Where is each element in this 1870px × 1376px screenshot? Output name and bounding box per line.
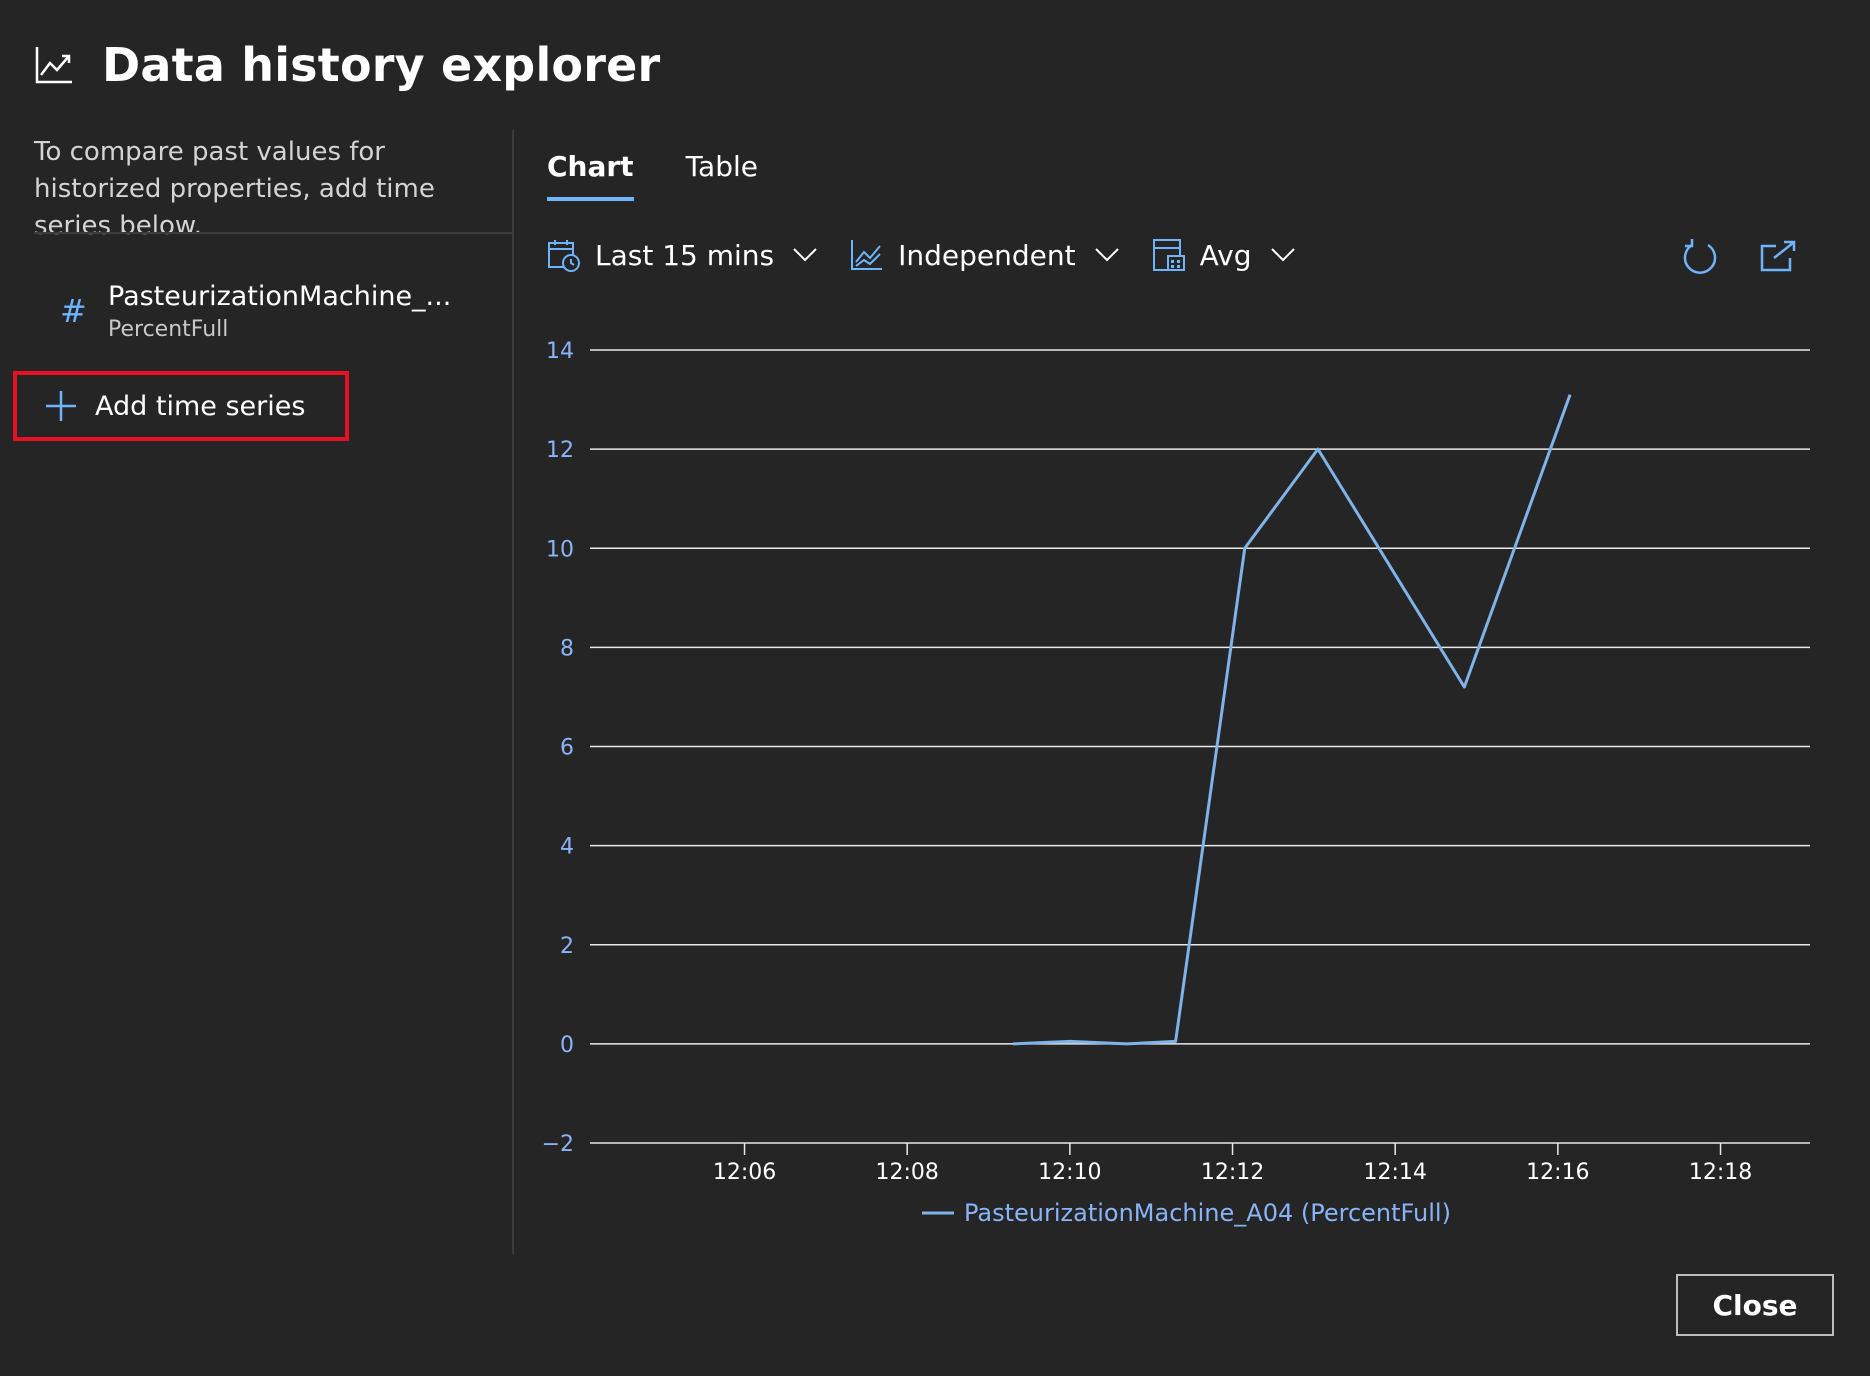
y-tick-label: 2	[560, 934, 574, 959]
axis-mode-label: Independent	[898, 238, 1076, 272]
tab-chart[interactable]: Chart	[547, 150, 634, 201]
y-tick-label: −2	[542, 1132, 574, 1157]
y-tick-label: 8	[560, 636, 574, 661]
panel-description: To compare past values for historized pr…	[34, 137, 435, 241]
line-chart-icon	[35, 47, 72, 84]
chart-series	[1012, 394, 1572, 1046]
series-name: PasteurizationMachine_...	[108, 281, 452, 312]
chart-legend[interactable]: PasteurizationMachine_A04 (PercentFull)	[922, 1199, 1451, 1227]
axis-mode-dropdown[interactable]: Independent	[850, 238, 1119, 272]
series-line[interactable]	[1012, 394, 1572, 1046]
series-property: PercentFull	[108, 317, 229, 342]
y-tick-label: 6	[560, 736, 574, 761]
chevron-down-icon	[1270, 248, 1295, 262]
calculator-icon	[1152, 239, 1185, 271]
y-tick-label: 10	[546, 537, 574, 562]
y-axis-ticks: 14 12 10 8 6 4 2 0 −2	[542, 339, 574, 1157]
dialog-header: Data history explorer	[34, 38, 660, 92]
left-panel: To compare past values for historized pr…	[0, 130, 514, 1254]
x-tick-label: 12:06	[713, 1160, 776, 1185]
view-tabs: Chart Table	[547, 150, 810, 201]
aggregation-label: Avg	[1199, 238, 1252, 272]
add-time-series-label: Add time series	[95, 390, 306, 422]
divider	[34, 232, 512, 234]
chevron-down-icon	[793, 248, 817, 262]
popout-icon[interactable]	[1760, 240, 1796, 272]
multi-line-chart-icon	[851, 240, 883, 270]
calendar-clock-icon	[548, 240, 580, 272]
y-tick-label: 4	[560, 835, 574, 860]
add-time-series-button[interactable]: Add time series	[13, 371, 349, 441]
x-tick-label: 12:14	[1363, 1160, 1426, 1185]
y-tick-label: 14	[546, 339, 574, 364]
chart-gridlines	[590, 349, 1810, 1144]
x-tick-label: 12:08	[875, 1160, 938, 1185]
y-tick-label: 0	[560, 1033, 574, 1058]
y-tick-label: 12	[546, 438, 574, 463]
x-tick-label: 12:12	[1201, 1160, 1264, 1185]
refresh-icon[interactable]	[1680, 237, 1720, 277]
close-button[interactable]: Close	[1676, 1274, 1834, 1336]
plus-icon	[46, 391, 76, 421]
hash-icon: #	[60, 292, 87, 330]
time-range-dropdown[interactable]: Last 15 mins	[547, 238, 818, 272]
aggregation-dropdown[interactable]: Avg	[1152, 238, 1296, 272]
time-range-label: Last 15 mins	[595, 238, 775, 272]
x-tick-label: 12:10	[1038, 1160, 1101, 1185]
tab-table[interactable]: Table	[685, 150, 758, 183]
x-axis-ticks: 12:06 12:08 12:10 12:12 12:14 12:16 12:18	[713, 1143, 1752, 1185]
series-item[interactable]: # PasteurizationMachine_... PercentFull	[60, 280, 451, 346]
legend-label: PasteurizationMachine_A04 (PercentFull)	[964, 1199, 1451, 1227]
x-tick-label: 12:18	[1689, 1160, 1752, 1185]
chevron-down-icon	[1094, 248, 1119, 262]
x-tick-label: 12:16	[1526, 1160, 1589, 1185]
dialog-title: Data history explorer	[102, 38, 661, 92]
chart-toolbar: Last 15 mins Independent Avg	[547, 238, 1328, 272]
